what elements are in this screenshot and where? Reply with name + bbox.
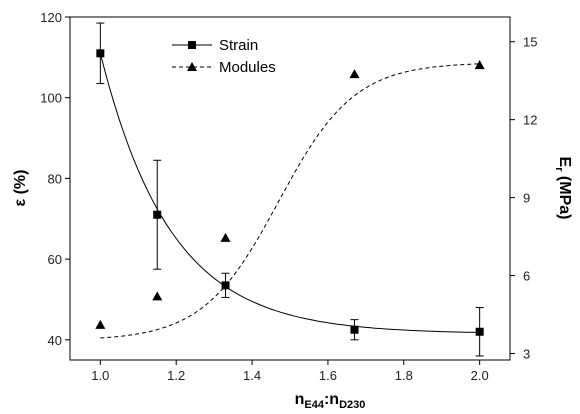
legend-modules-marker (187, 62, 197, 71)
y-left-tick-label: 120 (40, 10, 62, 25)
data-point-strain (221, 281, 230, 290)
y-right-axis-title: Er (MPa) (553, 157, 573, 220)
y-left-tick-label: 100 (40, 91, 62, 106)
legend-modules-label: Modules (219, 59, 276, 76)
x-tick-label: 1.8 (395, 368, 413, 383)
x-tick-label: 1.4 (243, 368, 261, 383)
y-right-tick-label: 9 (523, 191, 530, 206)
data-point-modules (349, 69, 360, 79)
y-right-tick-label: 6 (523, 269, 530, 284)
data-point-modules (95, 319, 106, 329)
data-point-modules (220, 232, 231, 242)
x-tick-label: 1.2 (167, 368, 185, 383)
data-point-strain (350, 325, 359, 334)
y-right-title-sub: r (553, 167, 565, 172)
y-left-tick-label: 80 (48, 171, 62, 186)
y-left-axis-title: ε (%) (12, 170, 29, 207)
x-tick-label: 2.0 (471, 368, 489, 383)
x-title-sub2: D230 (339, 399, 365, 411)
y-right-tick-label: 3 (523, 347, 530, 362)
y-right-tick-label: 12 (523, 113, 537, 128)
plot-frame (69, 16, 511, 361)
x-title-colon: : (324, 391, 329, 408)
y-right-title-unit: (MPa) (556, 171, 573, 219)
x-tick-label: 1.6 (319, 368, 337, 383)
y-left-tick-label: 40 (48, 333, 62, 348)
x-tick-label: 1.0 (91, 368, 109, 383)
data-point-strain (96, 49, 105, 58)
series-modules-fit-line (100, 63, 480, 339)
x-axis-title: nE44:nD230 (295, 391, 366, 411)
legend-strain-marker (188, 41, 196, 49)
x-title-n1: n (295, 391, 305, 408)
series-strain-fit-line (99, 53, 480, 333)
x-title-n2: n (329, 391, 339, 408)
data-point-strain (153, 210, 162, 219)
y-left-tick-label: 60 (48, 252, 62, 267)
data-point-modules (152, 291, 163, 301)
x-title-sub1: E44 (304, 399, 324, 411)
data-point-strain (475, 327, 484, 336)
y-right-tick-label: 15 (523, 35, 537, 50)
data-point-modules (474, 60, 485, 70)
y-right-title-main: E (556, 157, 573, 168)
legend: Strain Modules (172, 37, 276, 76)
legend-strain-label: Strain (219, 37, 258, 54)
